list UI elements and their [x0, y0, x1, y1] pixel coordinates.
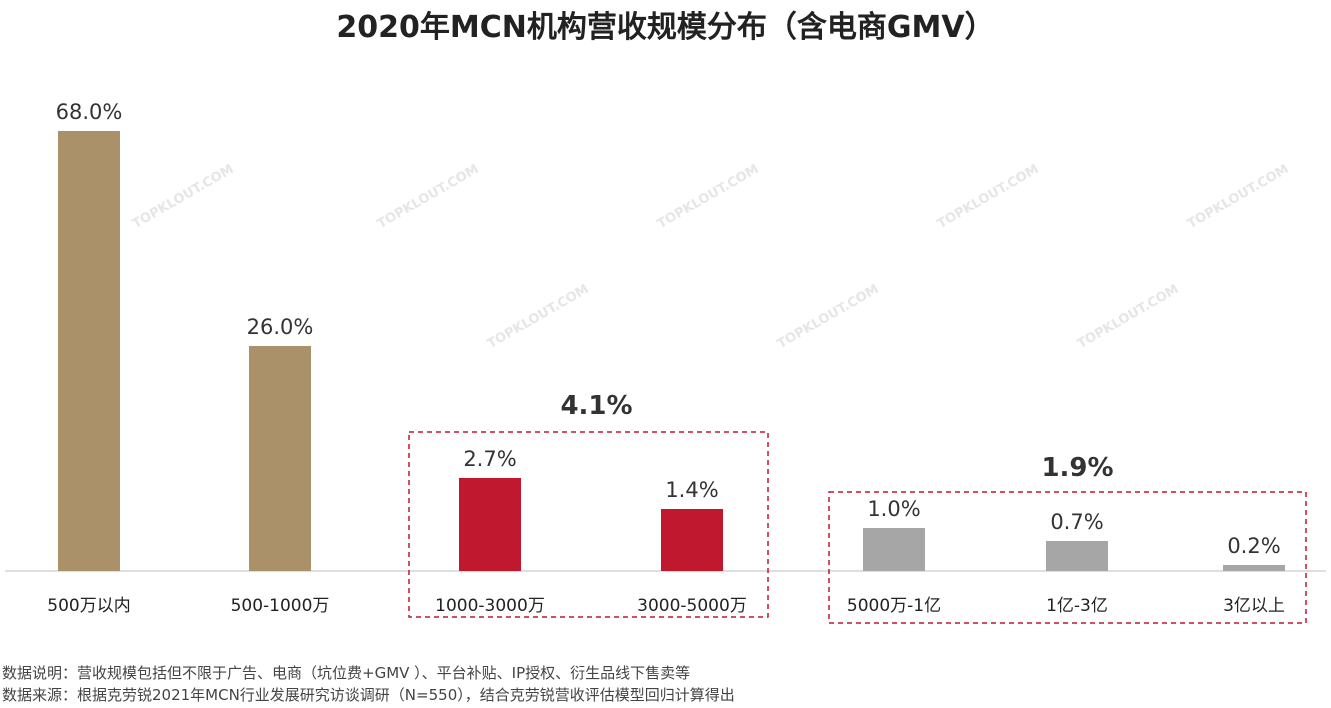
watermark: TOPKLOUT.COM [485, 282, 591, 352]
data-source: 数据来源：根据克劳锐2021年MCN行业发展研究访谈调研（N=550），结合克劳… [2, 686, 735, 704]
bar-5 [1046, 541, 1108, 571]
data-label: 68.0% [56, 100, 123, 124]
watermark: TOPKLOUT.COM [130, 162, 236, 232]
data-label: 1.0% [867, 497, 920, 521]
data-label: 0.7% [1050, 510, 1103, 534]
group-total-label: 1.9% [1041, 453, 1113, 483]
watermark: TOPKLOUT.COM [935, 162, 1041, 232]
bar-1 [249, 346, 311, 571]
x-tick-label: 1000-3000万 [435, 596, 545, 616]
x-tick-label: 3亿以上 [1223, 596, 1285, 616]
data-label: 0.2% [1227, 534, 1280, 558]
group-box [408, 431, 769, 618]
x-tick-label: 500-1000万 [231, 596, 330, 616]
data-label: 1.4% [665, 478, 718, 502]
x-tick-label: 5000万-1亿 [847, 596, 941, 616]
data-label: 2.7% [463, 447, 516, 471]
group-total-label: 4.1% [560, 391, 632, 421]
watermark: TOPKLOUT.COM [775, 282, 881, 352]
watermark: TOPKLOUT.COM [1075, 282, 1181, 352]
x-tick-label: 3000-5000万 [637, 596, 747, 616]
chart-title: 2020年MCN机构营收规模分布（含电商GMV） [336, 10, 995, 45]
x-tick-label: 500万以内 [47, 596, 130, 616]
bar-4 [863, 528, 925, 571]
bar-2 [459, 478, 521, 571]
data-note: 数据说明：营收规模包括但不限于广告、电商（坑位费+GMV ）、平台补贴、IP授权… [2, 664, 691, 682]
watermark: TOPKLOUT.COM [375, 162, 481, 232]
x-tick-label: 1亿-3亿 [1046, 596, 1108, 616]
watermark: TOPKLOUT.COM [1185, 162, 1291, 232]
watermark: TOPKLOUT.COM [655, 162, 761, 232]
bar-3 [661, 509, 723, 571]
group-box [828, 491, 1307, 624]
data-label: 26.0% [247, 315, 314, 339]
bar-6 [1223, 565, 1285, 571]
bar-0 [58, 131, 120, 571]
